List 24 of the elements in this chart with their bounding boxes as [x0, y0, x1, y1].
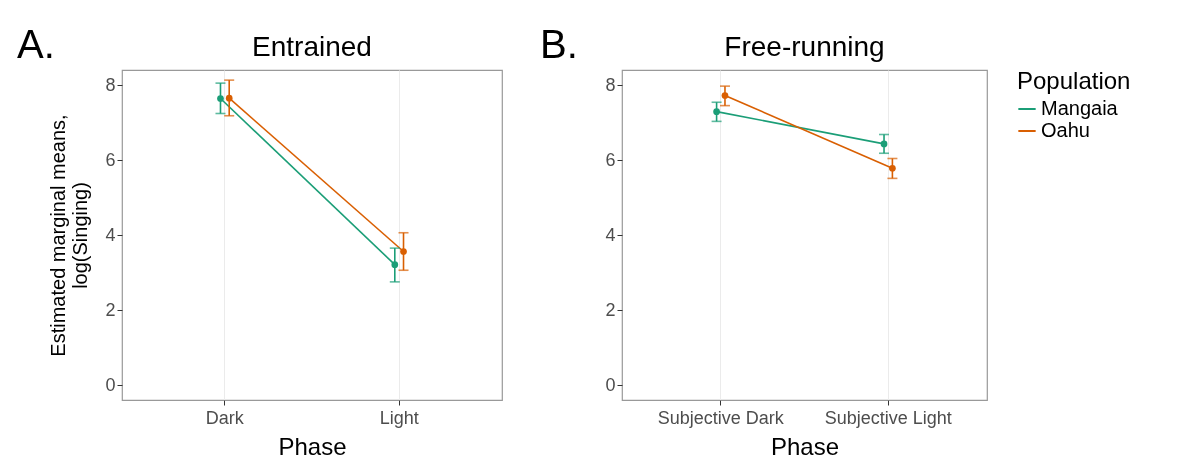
y-tick-label: 2	[605, 299, 616, 320]
x-axis-title: Phase	[278, 432, 347, 460]
y-axis-title: Estimated marginal means, log(Singing)	[47, 114, 92, 357]
y-tick-label: 6	[605, 149, 616, 170]
x-tick-label: Subjective Dark	[657, 407, 785, 428]
x-tick-label: Light	[379, 407, 419, 428]
x-axis-title: Phase	[770, 432, 840, 460]
legend-label: Mangaia	[1041, 97, 1119, 119]
x-tick-label: Subjective Light	[824, 407, 952, 428]
text: A.	[17, 22, 55, 66]
y-tick-label: 0	[105, 374, 116, 395]
chart-title: Free-running	[724, 31, 885, 62]
y-tick-label: 4	[105, 224, 116, 245]
y-tick-label: 8	[605, 74, 616, 95]
y-tick-label: 0	[605, 374, 616, 395]
x-tick-label: Dark	[205, 407, 245, 428]
legend-title: Population	[1017, 67, 1131, 94]
legend-label: Oahu	[1041, 119, 1090, 141]
y-tick-label: 2	[105, 299, 116, 320]
y-tick-label: 6	[105, 149, 116, 170]
chart-title: Entrained	[252, 31, 372, 62]
y-tick-label: 8	[105, 74, 116, 95]
y-tick-label: 4	[605, 224, 616, 245]
text: B.	[540, 22, 578, 66]
